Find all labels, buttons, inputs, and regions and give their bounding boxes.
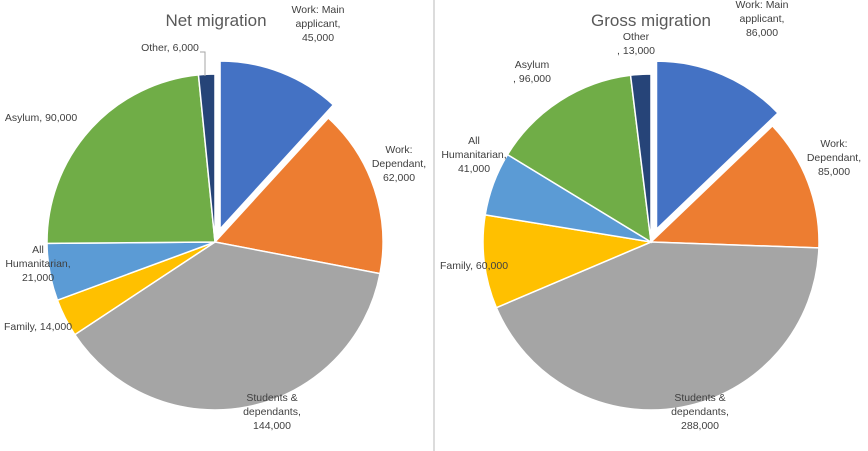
pie-slice-work-dependant bbox=[213, 116, 384, 275]
data-label-all-humanitarian: All Humanitarian, 21,000 bbox=[5, 244, 70, 284]
data-label-asylum: Asylum, 90,000 bbox=[5, 112, 78, 124]
label-leader-line bbox=[200, 51, 206, 76]
data-label-family: Family, 60,000 bbox=[440, 260, 508, 272]
data-label-work-main-applicant: Work: Main applicant, 45,000 bbox=[292, 4, 345, 44]
pie-slice-students-dependants bbox=[73, 241, 381, 411]
pie-slice-family bbox=[482, 214, 654, 309]
net-migration-pie: Net migration Work: Main applicant, 45,000 W… bbox=[4, 4, 426, 432]
chart-title: Net migration bbox=[165, 11, 266, 30]
chart-title: Gross migration bbox=[591, 11, 711, 30]
data-label-other: Other, 13,000 bbox=[617, 31, 655, 57]
pie-slice-other bbox=[197, 73, 216, 243]
data-label-all-humanitarian: All Humanitarian, 41,000 bbox=[441, 135, 506, 175]
pie-slice-asylum bbox=[506, 74, 652, 244]
pie-slice-asylum bbox=[46, 73, 216, 245]
pie-slice-other bbox=[629, 73, 652, 243]
data-label-students-dependants: Students & dependants, 288,000 bbox=[671, 392, 729, 432]
data-label-family: Family, 14,000 bbox=[4, 321, 72, 333]
data-label-students-dependants: Students & dependants, 144,000 bbox=[243, 392, 301, 432]
data-label-work-main-applicant: Work: Main applicant, 86,000 bbox=[736, 0, 789, 39]
pie-slice-work-main-applicant bbox=[655, 60, 779, 231]
data-label-other: Other, 6,000 bbox=[141, 42, 199, 54]
pie-slice-work-dependant bbox=[649, 124, 820, 249]
pie-slice-work-main-applicant bbox=[219, 60, 335, 231]
data-label-work-dependant: Work: Dependant, 62,000 bbox=[372, 144, 426, 184]
pie-slice-students-dependants bbox=[495, 241, 820, 411]
data-label-work-dependant: Work: Dependant, 85,000 bbox=[807, 138, 861, 178]
data-label-asylum: Asylum, 96,000 bbox=[513, 59, 551, 85]
gross-migration-pie: Gross migration Work: Main applicant, 86,00… bbox=[440, 0, 861, 432]
